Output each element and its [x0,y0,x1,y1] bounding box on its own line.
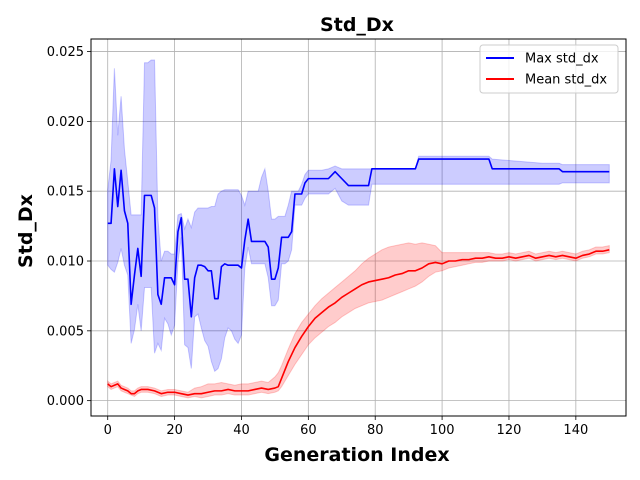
y-tick-label: 0.010 [47,255,84,270]
max-std-dx-line [107,158,610,318]
x-axis-ticks: 0 20 40 60 80 100 120 140 [104,416,588,438]
grid-lines [91,39,626,416]
x-axis-label: Generation Index [264,444,449,466]
y-tick-label: 0.020 [47,115,84,130]
x-tick-label: 20 [166,423,183,438]
y-tick-label: 0.025 [47,45,84,60]
series-lines [107,158,610,396]
chart-title: Std_Dx [320,14,394,36]
mean-std-dx-line [107,249,610,396]
x-tick-label: 80 [367,423,384,438]
x-tick-label: 100 [430,423,455,438]
max-std-dx-band [107,59,610,373]
mean-std-dx-band [107,242,610,399]
y-tick-label: 0.015 [47,185,84,200]
legend-box [479,44,619,94]
confidence-bands [107,59,610,399]
x-tick-label: 140 [563,423,588,438]
plot-frame [90,38,627,417]
x-tick-label: 60 [300,423,317,438]
legend: Max std_dx Mean std_dx [479,44,619,94]
x-tick-label: 120 [497,423,522,438]
y-axis-label: Std_Dx [15,194,37,268]
legend-label-mean: Mean std_dx [525,73,607,88]
x-tick-label: 40 [233,423,250,438]
y-axis-ticks: 0.000 0.005 0.010 0.015 0.020 0.025 [47,45,91,409]
y-tick-label: 0.000 [47,394,84,409]
legend-label-max: Max std_dx [525,52,599,67]
y-tick-label: 0.005 [47,324,84,339]
x-tick-label: 0 [104,423,112,438]
